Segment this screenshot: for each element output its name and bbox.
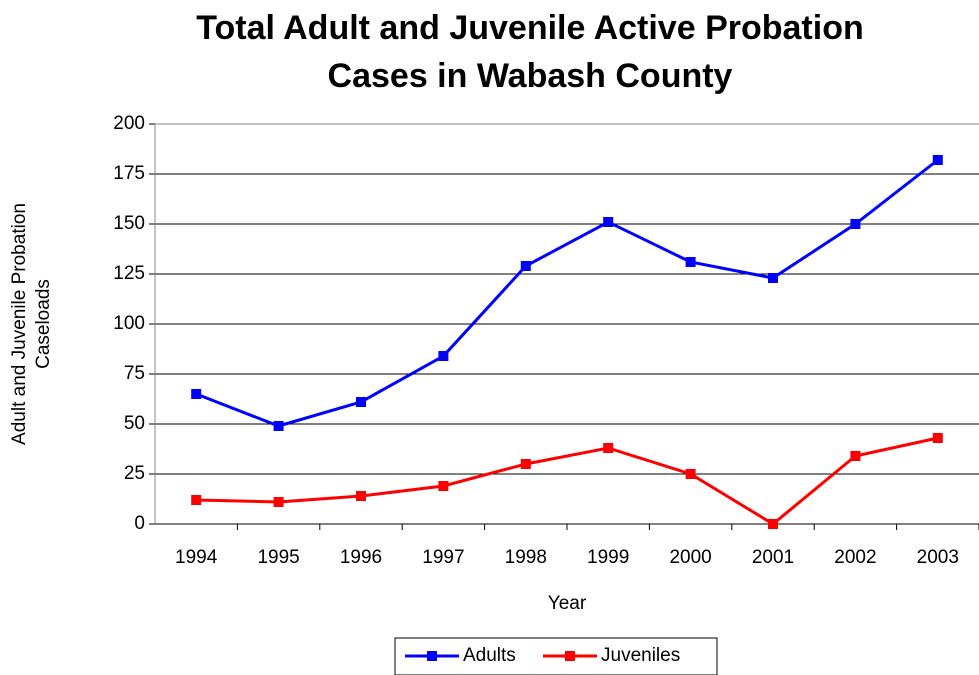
point [273, 497, 284, 507]
y-tick-label: 175 [113, 163, 145, 184]
legend-marker [565, 651, 575, 661]
point [438, 351, 449, 361]
point [520, 261, 531, 271]
x-tick-label: 1998 [505, 547, 547, 568]
point [932, 433, 943, 443]
y-tick-label: 75 [124, 363, 145, 384]
point [685, 469, 696, 479]
y-tick-label: 0 [134, 513, 145, 534]
y-tick-label: 125 [113, 263, 145, 284]
point [273, 421, 284, 431]
x-tick-label: 2000 [669, 547, 711, 568]
x-tick-label: 1999 [587, 547, 629, 568]
x-tick-label: 1996 [340, 547, 382, 568]
y-axis-label: Caseloads [33, 279, 54, 369]
y-tick-label: 100 [113, 313, 145, 334]
point [768, 519, 778, 529]
x-tick-label: 2001 [752, 547, 794, 568]
point [356, 397, 366, 407]
point [850, 451, 861, 461]
legend-marker [427, 651, 437, 661]
x-tick-label: 2003 [917, 547, 959, 568]
chart-title: Total Adult and Juvenile Active Probatio… [196, 9, 863, 47]
point [356, 491, 366, 501]
legend-label: Juveniles [601, 645, 680, 666]
series-line [196, 436, 939, 526]
point [603, 443, 614, 453]
point [520, 459, 531, 469]
point [603, 217, 614, 227]
y-tick-label: 150 [113, 213, 145, 234]
point [768, 273, 778, 283]
point [191, 389, 202, 399]
y-tick-label: 50 [124, 413, 145, 434]
chart-title: Cases in Wabash County [328, 57, 733, 95]
x-tick-label: 1995 [257, 547, 299, 568]
y-tick-label: 25 [124, 463, 145, 484]
x-tick-label: 1994 [175, 547, 218, 568]
y-axis-label: Adult and Juvenile Probation [9, 203, 30, 445]
point [438, 481, 449, 491]
x-tick-label: 1997 [422, 547, 464, 568]
series-line [195, 158, 939, 428]
point [191, 495, 202, 505]
point [850, 219, 861, 229]
point [932, 155, 943, 165]
legend-label: Adults [463, 645, 516, 666]
y-tick-label: 200 [113, 113, 145, 134]
x-tick-label: 2002 [834, 547, 876, 568]
x-axis-label: Year [548, 593, 587, 614]
point [685, 257, 696, 267]
